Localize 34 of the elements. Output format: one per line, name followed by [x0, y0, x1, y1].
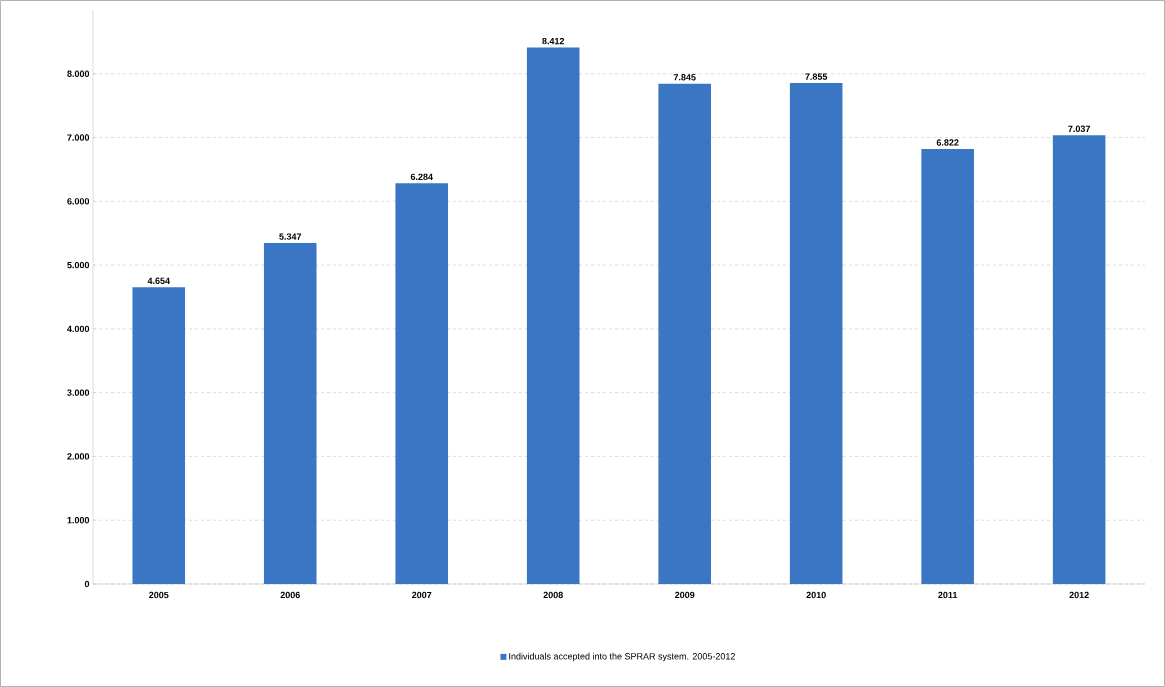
data-label: 8.412 — [542, 37, 565, 45]
bar — [921, 148, 974, 584]
y-tick-label: 6.000 — [67, 198, 90, 205]
bar — [658, 83, 711, 584]
data-label: 6.284 — [410, 173, 433, 181]
y-tick-label: 8.000 — [67, 70, 90, 77]
x-tick-label: 2007 — [412, 591, 432, 599]
y-tick-label: 1.000 — [67, 517, 90, 524]
bar — [1052, 135, 1106, 584]
data-label: 4.654 — [147, 277, 170, 284]
y-tick-label: 7.000 — [67, 134, 90, 141]
y-tick-label: 2.000 — [67, 453, 90, 460]
y-tick-label: 5.000 — [67, 261, 90, 269]
data-label: 5.347 — [279, 233, 302, 240]
x-tick-label: 2011 — [938, 591, 958, 599]
x-tick-label: 2009 — [674, 591, 695, 599]
y-tick-label: 0 — [84, 580, 90, 588]
y-tick-label: 4.000 — [67, 325, 90, 333]
x-tick-label: 2006 — [280, 591, 300, 599]
bar — [132, 287, 186, 584]
data-label: 6.822 — [936, 139, 959, 146]
data-label: 7.845 — [673, 74, 696, 81]
bar — [789, 83, 843, 584]
y-tick-label: 3.000 — [67, 389, 90, 396]
x-tick-label: 2010 — [806, 591, 826, 599]
bar — [263, 242, 317, 584]
x-tick-label: 2012 — [1069, 591, 1089, 599]
bar — [526, 47, 580, 584]
data-label: 7.037 — [1068, 125, 1090, 132]
bar — [395, 183, 449, 584]
data-label: 7.855 — [805, 73, 828, 80]
x-tick-label: 2005 — [149, 591, 169, 599]
x-tick-label: 2008 — [543, 591, 563, 599]
legend-label: Individuals accepted into the SPRAR system. 2005-2012 — [509, 652, 735, 662]
